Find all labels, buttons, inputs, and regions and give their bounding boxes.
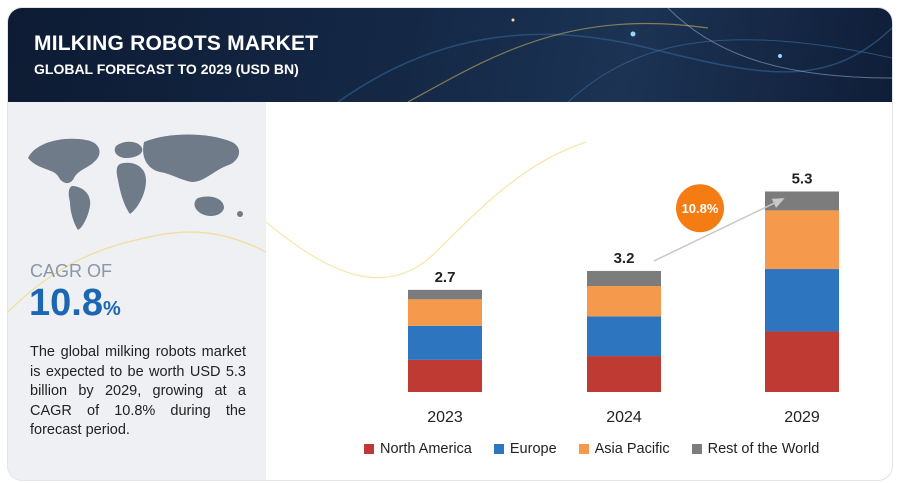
legend-swatch bbox=[493, 444, 504, 454]
bar-segment-2029-asia-pacific bbox=[765, 210, 839, 270]
bar-segment-2023-asia-pacific bbox=[408, 299, 482, 326]
chart-legend: North America Europe Asia Pacific Rest of t… bbox=[364, 439, 819, 459]
summary-description: The global milking robots market is expe… bbox=[30, 344, 246, 439]
infographic-card: MILKING ROBOTS MARKET GLOBAL FORECAST TO… bbox=[8, 8, 892, 480]
bar-total-label: 2.7 bbox=[435, 269, 456, 286]
legend-swatch bbox=[578, 444, 589, 454]
cagr-number: 10.8 bbox=[29, 282, 103, 324]
cagr-unit: % bbox=[102, 298, 121, 320]
cagr-badge bbox=[676, 184, 724, 233]
legend-item-rest-of-the-world: Rest of the World bbox=[691, 441, 820, 457]
chart-subtitle: GLOBAL FORECAST TO 2029 (USD BN) bbox=[34, 61, 299, 77]
legend-item-europe: Europe bbox=[493, 441, 557, 457]
legend-label: Asia Pacific bbox=[594, 441, 670, 457]
x-tick-label: 2023 bbox=[427, 409, 463, 426]
bar-segment-2023-north-america bbox=[408, 359, 482, 392]
header-banner: MILKING ROBOTS MARKET GLOBAL FORECAST TO… bbox=[8, 8, 892, 102]
x-tick-label: 2024 bbox=[606, 409, 642, 426]
legend-swatch bbox=[364, 444, 374, 454]
cagr-label: CAGR OF bbox=[30, 261, 113, 281]
bar-segment-2029-europe bbox=[765, 269, 839, 332]
legend-label: Rest of the World bbox=[707, 441, 820, 457]
bar-segment-2029-north-america bbox=[765, 331, 839, 392]
legend-label: Europe bbox=[509, 441, 557, 457]
cagr-trend-arrow bbox=[653, 198, 783, 262]
bar-total-label: 5.3 bbox=[792, 170, 813, 187]
world-map-icon bbox=[28, 134, 243, 230]
bar-segment-2023-rest-of-the-world bbox=[408, 289, 482, 300]
bar-total-label: 3.2 bbox=[614, 250, 635, 267]
legend-swatch bbox=[691, 444, 702, 454]
header-background-graphic bbox=[337, 8, 892, 102]
decorative-wave-left bbox=[8, 231, 266, 313]
legend-label: North America bbox=[380, 441, 472, 457]
bar-segment-2023-europe bbox=[408, 325, 482, 360]
decorative-wave-right bbox=[266, 141, 587, 279]
bar-segment-2024-north-america bbox=[587, 356, 661, 392]
x-tick-label: 2029 bbox=[784, 409, 820, 426]
bar-segment-2029-rest-of-the-world bbox=[765, 191, 839, 211]
cagr-badge-label: 10.8% bbox=[682, 201, 719, 216]
stacked-bar-chart: 2.7 2023 3.2 2024 5.3 2029 10.8% bbox=[266, 141, 839, 426]
bar-segment-2024-asia-pacific bbox=[587, 286, 661, 317]
cagr-value: 10.8% bbox=[29, 282, 121, 325]
summary-panel: CAGR OF 10.8% The global milking robots … bbox=[8, 102, 266, 480]
legend-item-asia-pacific: Asia Pacific bbox=[578, 441, 670, 457]
cagr-trend-arrowhead bbox=[771, 198, 785, 208]
chart-title: MILKING ROBOTS MARKET bbox=[34, 32, 319, 55]
bar-group: 2.7 2023 3.2 2024 5.3 2029 bbox=[408, 170, 839, 426]
bar-segment-2024-rest-of-the-world bbox=[587, 270, 661, 287]
bar-segment-2024-europe bbox=[587, 316, 661, 357]
legend-item-north-america: North America bbox=[364, 441, 472, 457]
